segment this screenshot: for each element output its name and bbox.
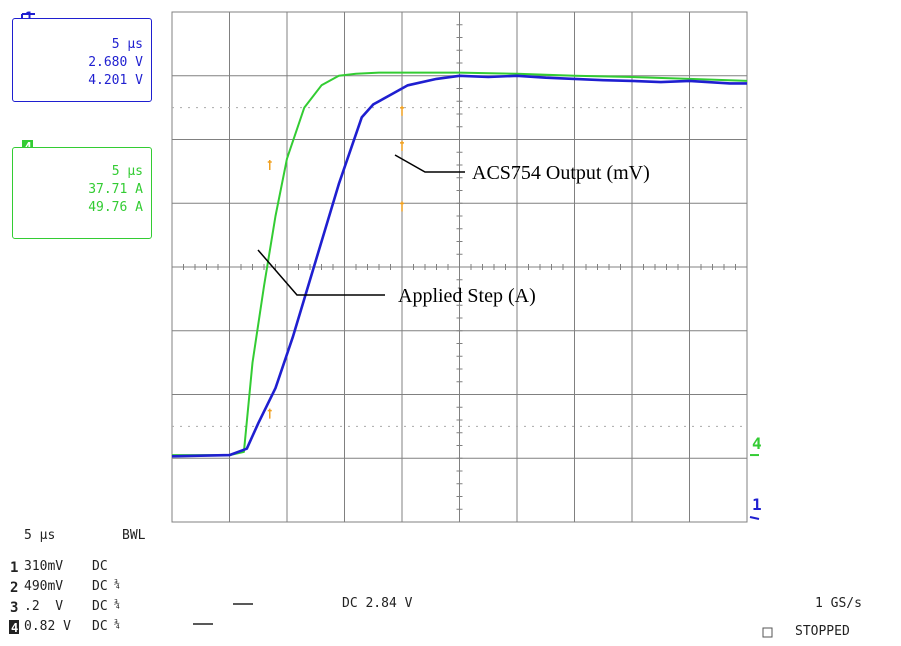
annotation-leader-acs754 xyxy=(394,154,465,173)
ch4-settings-num: 4 xyxy=(11,621,18,635)
ch4-level-marker: 4 xyxy=(752,434,762,453)
timebase-label: 5 µs xyxy=(24,528,56,543)
sample-rate: 1 GS/s xyxy=(815,596,862,611)
ch1-settings-num: 1 xyxy=(10,560,18,576)
ch1-coupling: DC xyxy=(92,559,108,574)
ch3-settings-num: 3 xyxy=(10,600,18,616)
ch3-mark: ¾ xyxy=(114,599,121,610)
cursor-markers xyxy=(267,105,404,419)
channel-markers: 41 xyxy=(749,434,762,520)
ch1-level-tick xyxy=(749,516,760,520)
annotation-acs754: ACS754 Output (mV) xyxy=(394,154,650,184)
ch1-scale: 310mV xyxy=(24,559,64,574)
ch1-value1: 2.680 V xyxy=(88,55,143,70)
ch1-info-box: 5 µs 2.680 V 4.201 V xyxy=(12,18,152,102)
acquisition-status: STOPPED xyxy=(795,624,850,639)
ch1-time: 5 µs xyxy=(111,37,143,52)
ch2-mark: ¾ xyxy=(114,579,121,590)
ch4-value1: 37.71 A xyxy=(88,182,143,197)
trace-acs754-output xyxy=(171,74,747,458)
ch4-time: 5 µs xyxy=(111,164,143,179)
ch4-value2: 49.76 A xyxy=(88,200,143,215)
ch2-settings-num: 2 xyxy=(10,580,18,596)
trace-applied-step xyxy=(172,71,748,457)
bwl-label: BWL xyxy=(122,528,146,543)
annotation-applied-step: Applied Step (A) xyxy=(257,249,536,307)
ch4-info-box: 5 µs 37.71 A 49.76 A xyxy=(12,147,152,239)
ch1-level-marker: 1 xyxy=(752,495,762,514)
ch4-coupling: DC xyxy=(92,619,108,634)
annotation-applied-step-label: Applied Step (A) xyxy=(398,285,536,307)
ch4-mark: ¾ xyxy=(114,619,121,630)
status-checkbox[interactable] xyxy=(762,627,773,638)
ch3-scale: .2 V xyxy=(24,599,64,614)
trigger-level: DC 2.84 V xyxy=(342,596,413,611)
ch2-scale: 490mV xyxy=(24,579,64,594)
traces xyxy=(171,71,748,458)
ch4-scale: 0.82 V xyxy=(24,619,71,634)
annotation-acs754-label: ACS754 Output (mV) xyxy=(472,162,650,184)
ch2-coupling: DC xyxy=(92,579,108,594)
ch4-settings-badge xyxy=(9,620,19,634)
ch1-value2: 4.201 V xyxy=(88,73,143,88)
annotation-leader-applied-step xyxy=(257,249,385,296)
graticule xyxy=(171,11,748,523)
ch3-coupling: DC xyxy=(92,599,108,614)
